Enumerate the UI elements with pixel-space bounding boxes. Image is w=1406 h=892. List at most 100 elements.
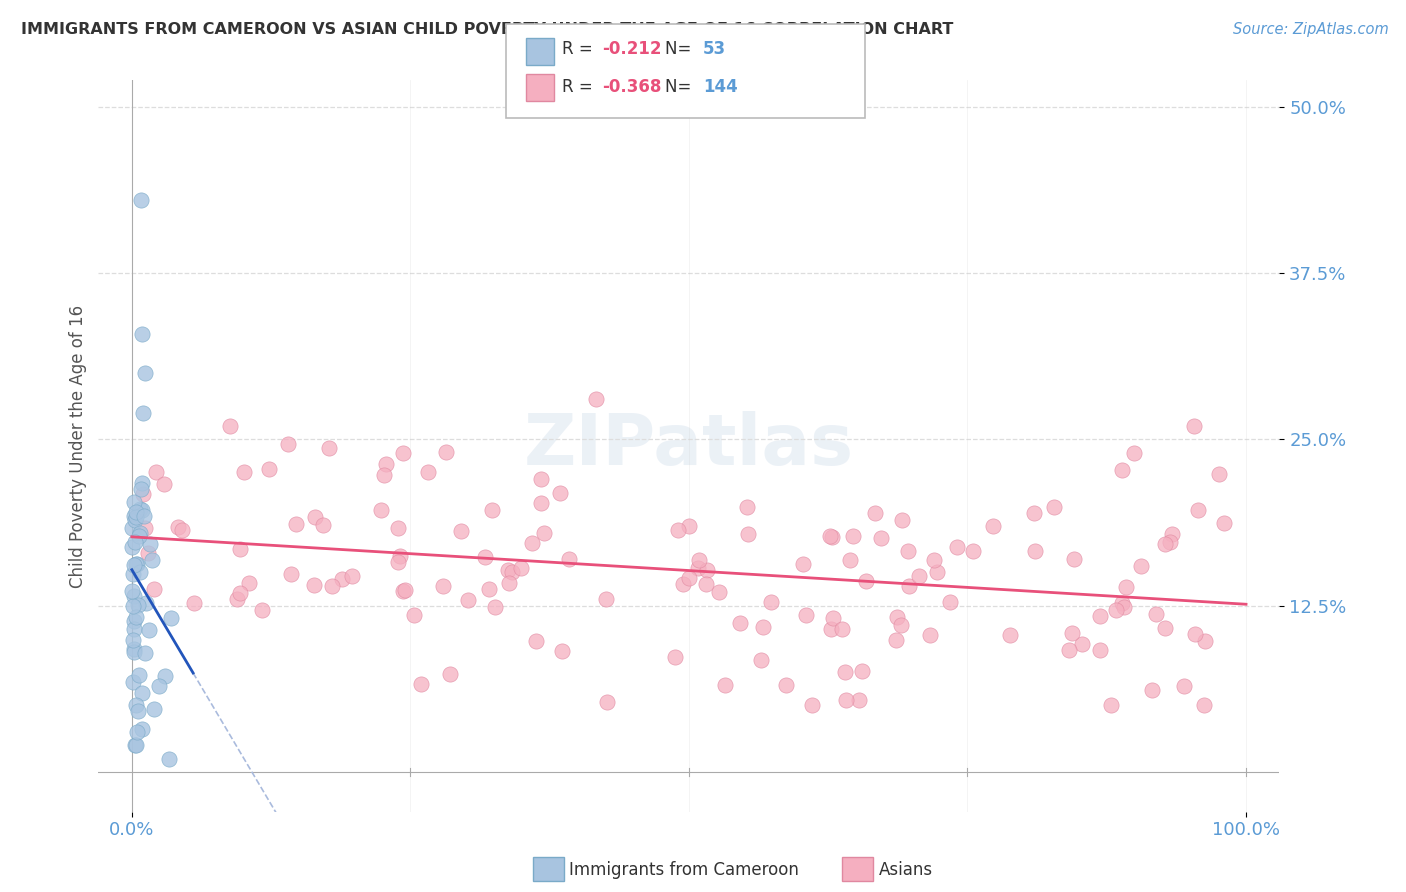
Text: -0.368: -0.368	[602, 78, 661, 95]
Point	[1187, 503, 1209, 517]
Point	[818, 529, 841, 543]
Point	[172, 523, 194, 537]
Point	[1060, 626, 1083, 640]
Point	[370, 503, 392, 517]
Point	[127, 599, 149, 613]
Text: N=: N=	[665, 78, 696, 95]
Point	[434, 445, 457, 459]
Point	[478, 582, 501, 597]
Point	[530, 472, 553, 486]
Point	[848, 693, 870, 707]
Point	[125, 510, 148, 524]
Point	[1071, 637, 1094, 651]
Point	[418, 465, 440, 479]
Point	[160, 611, 183, 625]
Point	[135, 596, 157, 610]
Y-axis label: Child Poverty Under the Age of 16: Child Poverty Under the Age of 16	[69, 304, 87, 588]
Point	[134, 521, 156, 535]
Point	[1111, 596, 1133, 610]
Point	[1184, 627, 1206, 641]
Point	[585, 392, 607, 407]
Point	[250, 603, 273, 617]
Point	[183, 596, 205, 610]
Point	[1043, 500, 1066, 514]
Point	[128, 525, 150, 540]
Point	[922, 552, 945, 566]
Text: 53: 53	[703, 40, 725, 58]
Point	[153, 669, 176, 683]
Point	[153, 477, 176, 491]
Point	[392, 446, 415, 460]
Point	[228, 542, 250, 557]
Text: R =: R =	[562, 78, 599, 95]
Point	[1024, 506, 1046, 520]
Point	[678, 570, 700, 584]
Point	[749, 653, 772, 667]
Point	[389, 549, 412, 563]
Point	[312, 517, 335, 532]
Point	[132, 486, 155, 500]
Point	[820, 622, 842, 636]
Point	[1153, 537, 1175, 551]
Point	[962, 544, 984, 558]
Point	[131, 502, 153, 516]
Point	[136, 546, 159, 560]
Point	[318, 442, 340, 456]
Point	[132, 406, 155, 420]
Point	[394, 582, 416, 597]
Point	[121, 583, 143, 598]
Point	[450, 524, 472, 538]
Point	[664, 650, 686, 665]
Text: Source: ZipAtlas.com: Source: ZipAtlas.com	[1233, 22, 1389, 37]
Point	[1192, 698, 1215, 713]
Point	[1112, 599, 1135, 614]
Point	[839, 553, 862, 567]
Point	[121, 674, 143, 689]
Point	[402, 608, 425, 623]
Point	[277, 437, 299, 451]
Point	[157, 751, 180, 765]
Point	[457, 592, 479, 607]
Point	[129, 565, 152, 579]
Point	[143, 702, 166, 716]
Point	[945, 541, 967, 555]
Text: R =: R =	[562, 40, 599, 58]
Point	[1123, 445, 1146, 459]
Point	[128, 668, 150, 682]
Point	[908, 568, 931, 582]
Point	[134, 646, 156, 660]
Point	[851, 665, 873, 679]
Point	[387, 555, 409, 569]
Point	[129, 193, 152, 207]
Point	[842, 529, 865, 543]
Point	[530, 496, 553, 510]
Point	[834, 665, 856, 679]
Point	[707, 585, 730, 599]
Point	[122, 632, 145, 647]
Point	[1063, 552, 1085, 566]
Point	[890, 617, 912, 632]
Point	[392, 584, 415, 599]
Point	[1059, 642, 1081, 657]
Point	[1024, 544, 1046, 558]
Point	[520, 535, 543, 549]
Point	[127, 704, 149, 718]
Point	[939, 595, 962, 609]
Point	[735, 500, 758, 514]
Point	[127, 725, 149, 739]
Point	[330, 572, 353, 586]
Point	[920, 628, 942, 642]
Point	[998, 628, 1021, 642]
Point	[125, 505, 148, 519]
Point	[1213, 516, 1236, 531]
Point	[678, 518, 700, 533]
Point	[233, 465, 256, 479]
Point	[1090, 608, 1112, 623]
Point	[821, 530, 844, 544]
Text: Asians: Asians	[879, 861, 932, 879]
Point	[124, 513, 146, 527]
Point	[148, 679, 170, 693]
Point	[124, 738, 146, 752]
Point	[131, 686, 153, 700]
Text: IMMIGRANTS FROM CAMEROON VS ASIAN CHILD POVERTY UNDER THE AGE OF 16 CORRELATION : IMMIGRANTS FROM CAMEROON VS ASIAN CHILD …	[21, 22, 953, 37]
